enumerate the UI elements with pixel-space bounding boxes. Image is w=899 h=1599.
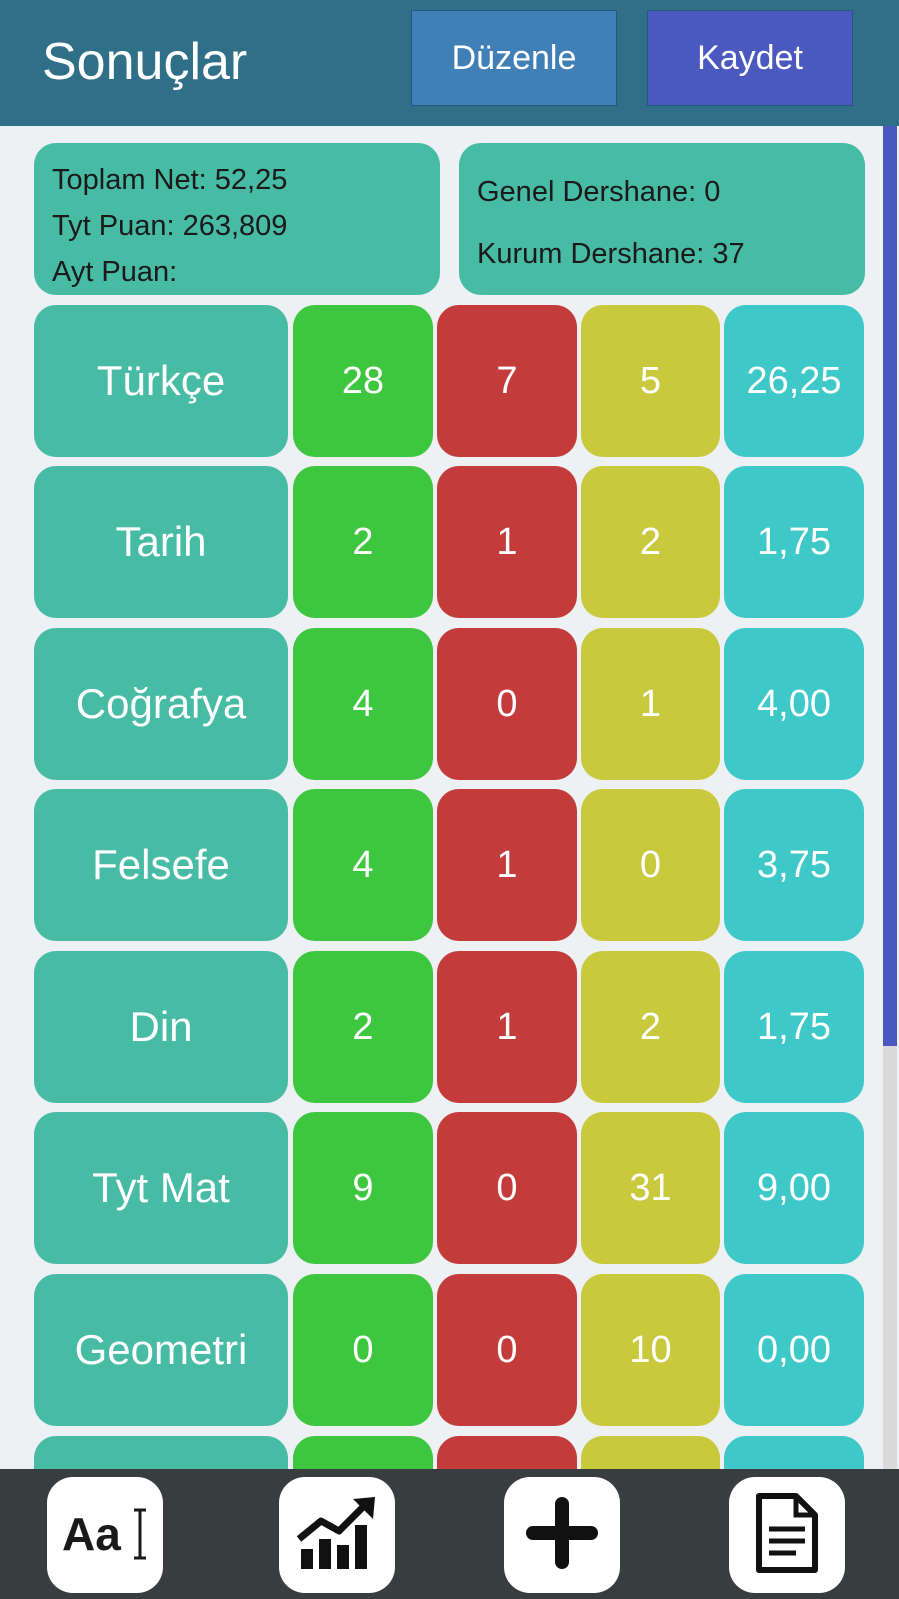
subject-name-cell[interactable]: Din <box>34 951 288 1103</box>
bos-cell[interactable]: 10 <box>581 1274 720 1426</box>
document-icon <box>754 1491 820 1580</box>
subject-name-cell[interactable]: Geometri <box>34 1274 288 1426</box>
bos-cell[interactable]: 2 <box>581 466 720 618</box>
yanlis-cell[interactable]: 0 <box>437 1112 577 1264</box>
dogru-cell[interactable]: 28 <box>293 305 433 457</box>
tyt-puan-text: Tyt Puan: 263,809 <box>52 210 288 242</box>
subject-name-cell[interactable]: Türkçe <box>34 305 288 457</box>
bos-cell[interactable]: 0 <box>581 789 720 941</box>
chart-growth-icon <box>295 1495 379 1576</box>
bos-cell[interactable]: 2 <box>581 951 720 1103</box>
app-header: Sonuçlar Düzenle Kaydet <box>0 0 899 126</box>
result-row: Din 2 1 2 1,75 <box>0 951 899 1103</box>
result-row: Tarih 2 1 2 1,75 <box>0 466 899 618</box>
result-row <box>0 1436 899 1469</box>
net-cell: 26,25 <box>724 305 864 457</box>
subject-name-cell[interactable]: Coğrafya <box>34 628 288 780</box>
ayt-puan-text: Ayt Puan: <box>52 256 178 288</box>
bos-cell[interactable] <box>581 1436 720 1469</box>
font-text-button[interactable]: Aa <box>47 1477 163 1593</box>
document-button[interactable] <box>729 1477 845 1593</box>
edit-button[interactable]: Düzenle <box>411 10 617 106</box>
bottom-nav-bar: Aa <box>0 1469 899 1599</box>
net-cell: 0,00 <box>724 1274 864 1426</box>
bos-cell[interactable]: 31 <box>581 1112 720 1264</box>
font-text-icon: Aa <box>60 1498 150 1573</box>
result-row: Türkçe 28 7 5 26,25 <box>0 305 899 457</box>
add-result-button[interactable] <box>504 1477 620 1593</box>
net-cell <box>724 1436 864 1469</box>
page-title: Sonuçlar <box>42 33 248 91</box>
save-button[interactable]: Kaydet <box>647 10 853 106</box>
result-row: Tyt Mat 9 0 31 9,00 <box>0 1112 899 1264</box>
dogru-cell[interactable]: 4 <box>293 628 433 780</box>
bos-cell[interactable]: 1 <box>581 628 720 780</box>
yanlis-cell[interactable]: 0 <box>437 1274 577 1426</box>
scrollbar-thumb[interactable] <box>883 126 897 1046</box>
dogru-cell[interactable]: 2 <box>293 951 433 1103</box>
result-row: Geometri 0 0 10 0,00 <box>0 1274 899 1426</box>
score-summary-card: Toplam Net: 52,25 Tyt Puan: 263,809 Ayt … <box>34 143 440 295</box>
yanlis-cell[interactable] <box>437 1436 577 1469</box>
dogru-cell[interactable]: 4 <box>293 789 433 941</box>
kurum-dershane-text: Kurum Dershane: 37 <box>477 238 745 270</box>
net-cell: 1,75 <box>724 951 864 1103</box>
toplam-net-text: Toplam Net: 52,25 <box>52 164 288 196</box>
yanlis-cell[interactable]: 7 <box>437 305 577 457</box>
subject-name-cell[interactable] <box>34 1436 288 1469</box>
subject-name-cell[interactable]: Felsefe <box>34 789 288 941</box>
dogru-cell[interactable]: 9 <box>293 1112 433 1264</box>
ranking-summary-card: Genel Dershane: 0 Kurum Dershane: 37 <box>459 143 865 295</box>
genel-dershane-text: Genel Dershane: 0 <box>477 176 721 208</box>
yanlis-cell[interactable]: 1 <box>437 789 577 941</box>
net-cell: 3,75 <box>724 789 864 941</box>
net-cell: 4,00 <box>724 628 864 780</box>
result-row: Coğrafya 4 0 1 4,00 <box>0 628 899 780</box>
bos-cell[interactable]: 5 <box>581 305 720 457</box>
net-cell: 1,75 <box>724 466 864 618</box>
dogru-cell[interactable]: 0 <box>293 1274 433 1426</box>
net-cell: 9,00 <box>724 1112 864 1264</box>
font-text-glyph: Aa <box>62 1508 121 1560</box>
results-list[interactable]: Türkçe 28 7 5 26,25 Tarih 2 1 2 1,75 Coğ… <box>0 126 899 1469</box>
subject-name-cell[interactable]: Tyt Mat <box>34 1112 288 1264</box>
subject-name-cell[interactable]: Tarih <box>34 466 288 618</box>
statistics-button[interactable] <box>279 1477 395 1593</box>
yanlis-cell[interactable]: 1 <box>437 951 577 1103</box>
dogru-cell[interactable]: 2 <box>293 466 433 618</box>
dogru-cell[interactable] <box>293 1436 433 1469</box>
yanlis-cell[interactable]: 0 <box>437 628 577 780</box>
yanlis-cell[interactable]: 1 <box>437 466 577 618</box>
result-row: Felsefe 4 1 0 3,75 <box>0 789 899 941</box>
plus-icon <box>522 1493 602 1578</box>
